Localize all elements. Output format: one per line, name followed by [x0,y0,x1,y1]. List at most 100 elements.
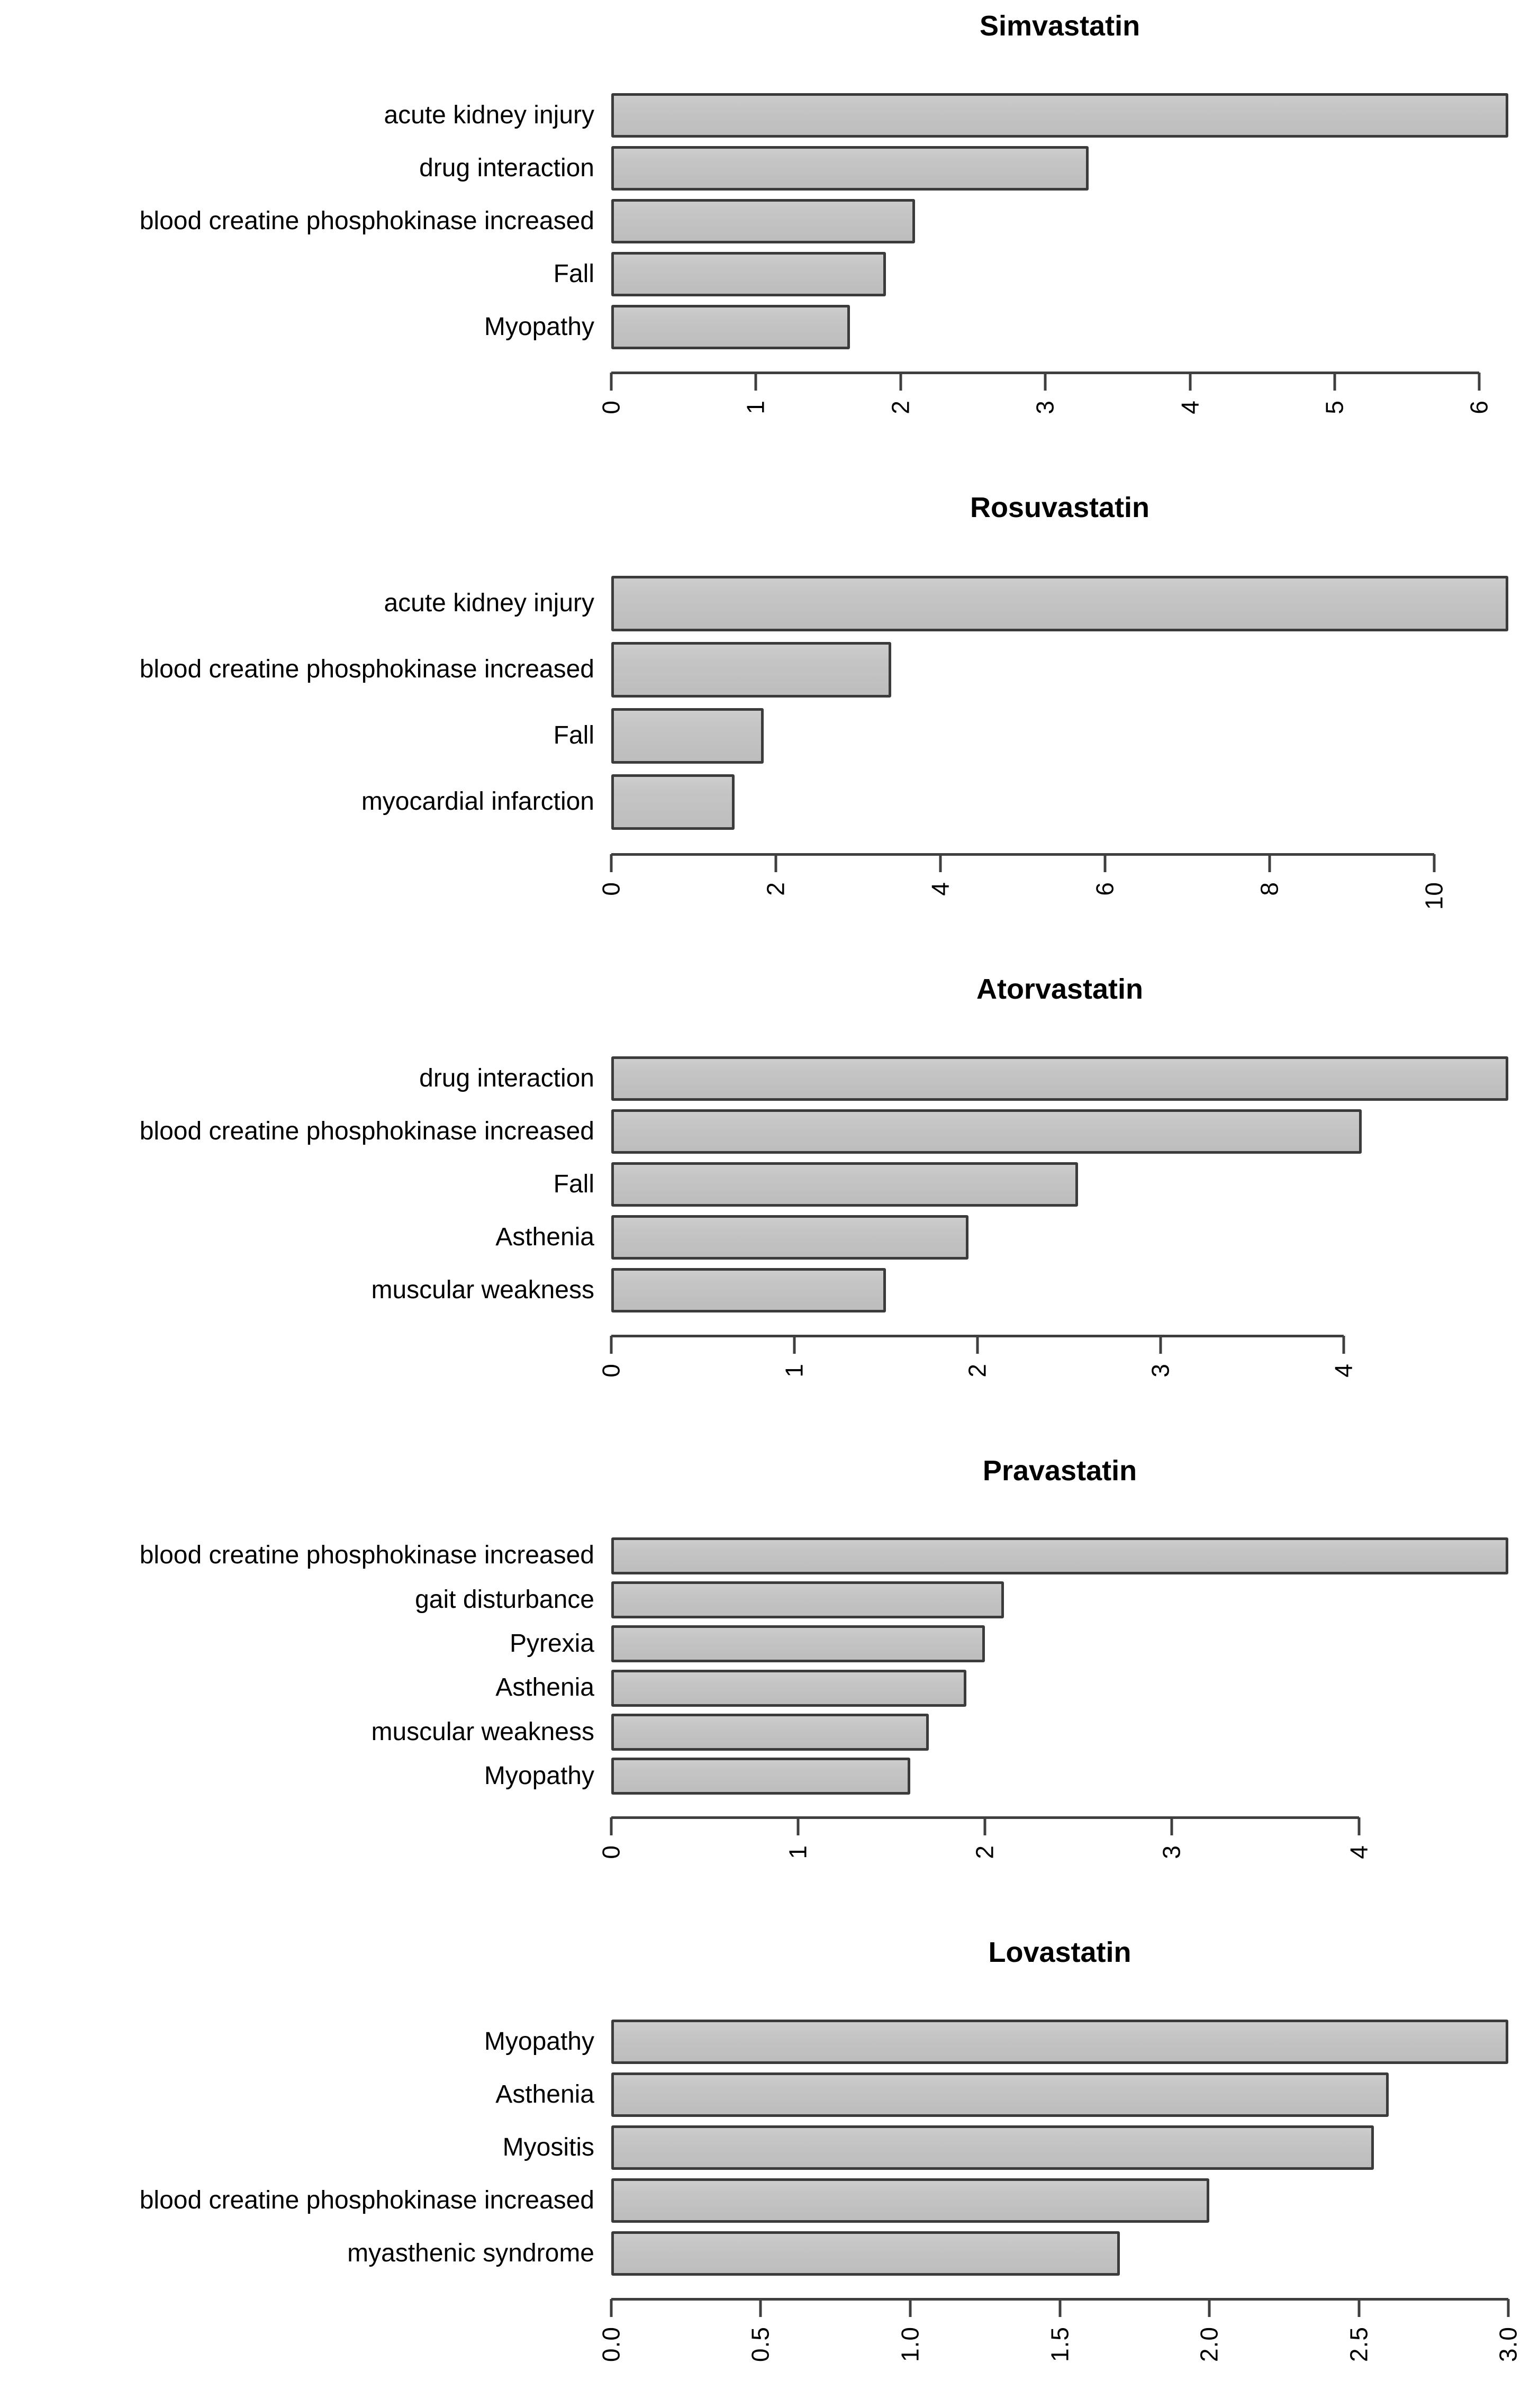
x-axis-tick-label-wrap: 1 [742,400,770,414]
bars-area: Myopathy Asthenia Myositis blood creatine p… [0,2015,1508,2280]
bar-row: blood creatine phosphokinase increased [0,1534,1508,1578]
x-axis-tick-label: 2 [971,1845,999,1859]
bar-row: blood creatine phosphokinase increased [0,2174,1508,2227]
x-axis-tick [774,854,777,872]
x-axis-tick-label: 2 [963,1363,991,1378]
x-axis-tick-label: 1.0 [896,2326,924,2362]
x-axis-tick-label: 4 [1345,1845,1373,1859]
x-axis-tick-label: 4 [926,882,954,896]
category-label: blood creatine phosphokinase increased [139,206,594,235]
bar-row: acute kidney injury [0,89,1508,142]
x-axis-tick-label: 3 [1157,1845,1185,1859]
x-axis-tick-label-wrap: 4 [927,882,955,896]
x-axis-tick [1433,854,1436,872]
bar-track [611,195,1508,248]
category-label: blood creatine phosphokinase increased [139,655,594,684]
x-axis-tick [976,1336,979,1354]
bar [611,1109,1362,1154]
bar-track [611,142,1508,195]
bar-row: blood creatine phosphokinase increased [0,637,1508,703]
bar [611,1162,1079,1207]
category-label: Fall [553,259,594,288]
bar-row: Asthenia [0,1211,1508,1264]
bar-track [611,571,1508,637]
x-axis-tick-label-wrap: 1 [784,1845,812,1859]
chart-panel-lovastatin: Lovastatin Myopathy Asthenia Myositis blood… [0,1926,1530,2408]
bar-track [611,1666,1508,1710]
x-axis: 0 2 4 6 8 10 [597,853,1508,959]
category-label: acute kidney injury [384,101,594,129]
bar-row: gait disturbance [0,1578,1508,1622]
category-label: Myopathy [484,312,594,341]
category-label: Asthenia [495,1223,594,1251]
x-axis-tick [909,2299,912,2317]
x-axis-tick-label-wrap: 2.0 [1196,2326,1224,2362]
x-axis-tick [759,2299,762,2317]
x-axis-tick [754,373,757,391]
x-axis-tick-label: 2.5 [1345,2326,1373,2362]
bar-row: Fall [0,1158,1508,1211]
bar-track [611,2174,1508,2227]
bar-row: acute kidney injury [0,571,1508,637]
bar-track [611,703,1508,769]
x-axis-tick [1357,2299,1360,2317]
x-axis-tick-label-wrap: 0 [597,1845,626,1859]
x-axis-tick [610,373,613,391]
x-axis-tick [1507,2299,1510,2317]
x-axis-tick-label-wrap: 8 [1256,882,1284,896]
bar [611,642,891,698]
x-axis-tick [1478,373,1481,391]
x-axis-tick-label: 2.0 [1195,2326,1223,2362]
x-axis-tick [1333,373,1336,391]
category-label: myocardial infarction [361,787,594,816]
category-label: muscular weakness [371,1717,595,1746]
x-axis-tick-label-wrap: 4 [1176,400,1204,414]
x-axis-tick-label-wrap: 2 [971,1845,999,1859]
chart-title: Atorvastatin [976,973,1144,1005]
bar [611,199,916,243]
bars-area: acute kidney injury blood creatine phosph… [0,571,1508,835]
x-axis-tick-label: 0.0 [597,2326,625,2362]
bar [611,2178,1209,2223]
bar [611,1581,1004,1618]
chart-title: Pravastatin [982,1455,1137,1487]
bar [611,93,1508,138]
x-axis-tick-label: 0 [597,400,625,414]
x-axis-tick [1170,1817,1173,1835]
bar-row: Asthenia [0,2068,1508,2121]
bar-track [611,1754,1508,1798]
bar [611,2020,1508,2064]
x-axis-tick [796,1817,800,1835]
x-axis-tick-label-wrap: 2.5 [1345,2326,1373,2362]
category-label: Pyrexia [509,1629,594,1658]
x-axis: 0 1 2 3 4 [597,1816,1508,1922]
bar-track [611,1534,1508,1578]
bar-track [611,637,1508,703]
bar [611,1268,886,1312]
x-axis-tick [983,1817,986,1835]
x-axis-tick-label: 3.0 [1494,2326,1522,2362]
x-axis-tick-label-wrap: 3.0 [1495,2326,1523,2362]
bar [611,2125,1374,2170]
x-axis: 0.0 0.5 1.0 1.5 2.0 2.5 3.0 [597,2298,1522,2404]
bar-track [611,2121,1508,2174]
x-axis-tick-label-wrap: 3 [1031,400,1060,414]
bar [611,2231,1120,2276]
bar-track [611,1264,1508,1317]
bar-track [611,1710,1508,1754]
bar-row: myasthenic syndrome [0,2227,1508,2280]
x-axis-tick-label: 0 [597,882,625,896]
bar [611,252,886,296]
bar-track [611,1578,1508,1622]
bar [611,774,735,830]
bar-row: muscular weakness [0,1710,1508,1754]
bar-track [611,769,1508,835]
x-axis-tick-label: 3 [1146,1363,1174,1378]
chart-title: Rosuvastatin [970,492,1150,523]
x-axis-tick-label-wrap: 10 [1420,882,1448,910]
bar-track [611,2015,1508,2068]
chart-panel-pravastatin: Pravastatin blood creatine phosphokinase… [0,1445,1530,1926]
x-axis-tick-label: 8 [1255,882,1283,896]
bar-track [611,1105,1508,1158]
bar-row: blood creatine phosphokinase increased [0,195,1508,248]
